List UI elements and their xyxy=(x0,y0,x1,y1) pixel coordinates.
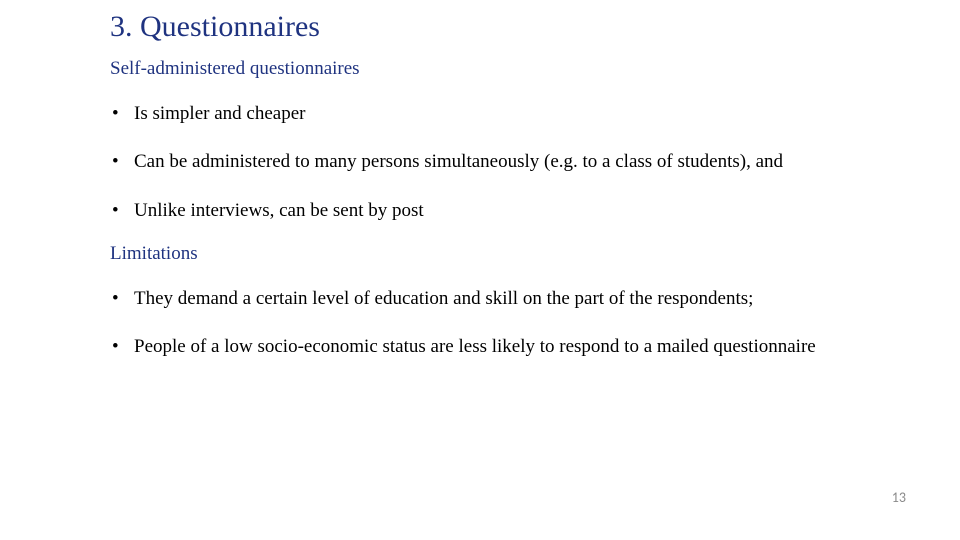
bullet-item: Is simpler and cheaper xyxy=(110,98,855,130)
page-number: 13 xyxy=(892,489,906,506)
bullet-item: People of a low socio-economic status ar… xyxy=(110,331,855,363)
bullet-item: They demand a certain level of education… xyxy=(110,283,855,315)
slide-container: 3. Questionnaires Self-administered ques… xyxy=(0,0,960,540)
bullet-item: Can be administered to many persons simu… xyxy=(110,146,855,178)
slide-title: 3. Questionnaires xyxy=(110,10,855,44)
subheading-limitations: Limitations xyxy=(110,243,855,265)
bullet-list-advantages: Is simpler and cheaper Can be administer… xyxy=(110,98,855,227)
bullet-item: Unlike interviews, can be sent by post xyxy=(110,195,855,227)
bullet-list-limitations: They demand a certain level of education… xyxy=(110,283,855,364)
subheading-self-administered: Self-administered questionnaires xyxy=(110,58,855,80)
